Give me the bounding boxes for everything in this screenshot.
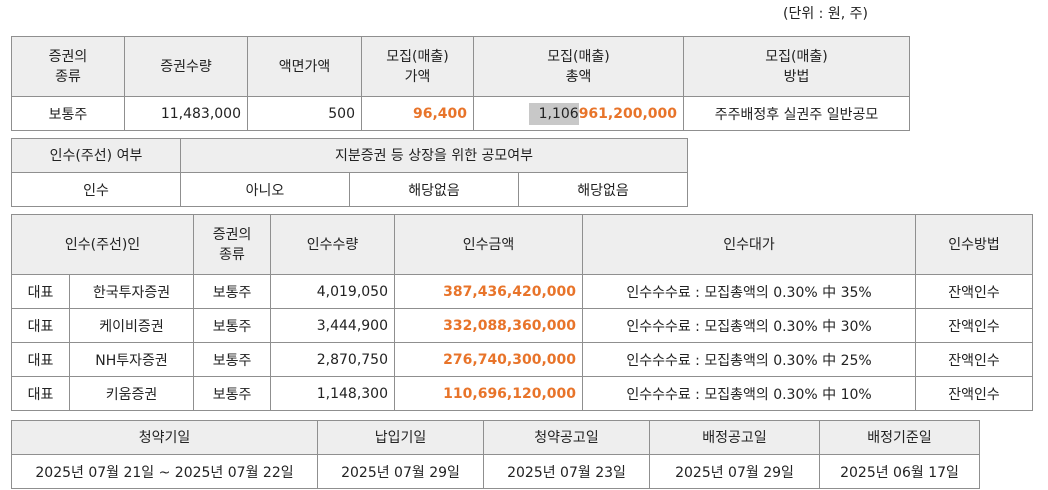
header-par-value: 액면가액: [247, 36, 362, 97]
offering-par-value: 500: [247, 96, 362, 131]
underwriter-type: 보통주: [193, 342, 272, 377]
header-type: 증권의 종류: [193, 214, 272, 275]
offering-total-rest: 961,200,000: [578, 105, 677, 122]
underwriter-amount: 110,696,120,000: [394, 376, 584, 411]
subscription-notice-date: 2025년 07월 23일: [483, 454, 650, 489]
not-applicable-1: 해당없음: [349, 172, 519, 207]
underwriter-name: 한국투자증권: [68, 274, 195, 309]
offering-method: 주주배정후 실권주 일반공모: [683, 96, 910, 131]
table-row: 대표 한국투자증권 보통주 4,019,050 387,436,420,000 …: [11, 274, 1034, 309]
underwriter-role: 대표: [11, 342, 70, 377]
header-underwrite-fee: 인수대가: [582, 214, 917, 275]
offering-total-highlight: 1,106: [528, 102, 579, 125]
table-row: 대표 키움증권 보통주 1,148,300 110,696,120,000 인수…: [11, 376, 1034, 411]
offering-quantity: 11,483,000: [124, 96, 248, 131]
underwriter-type: 보통주: [193, 308, 272, 343]
table-row: 대표 NH투자증권 보통주 2,870,750 276,740,300,000 …: [11, 342, 1034, 377]
underwriter-quantity: 2,870,750: [270, 342, 396, 377]
underwriter-method: 잔액인수: [915, 376, 1034, 411]
underwriter-role: 대표: [11, 308, 70, 343]
underwriter-name: 케이비증권: [68, 308, 195, 343]
header-underwriting-flag: 인수(주선) 여부: [11, 138, 181, 173]
offering-type: 보통주: [11, 96, 125, 131]
underwriter-role: 대표: [11, 376, 70, 411]
listing-offering-value: 아니오: [180, 172, 350, 207]
underwriters-table: 인수(주선)인 증권의 종류 인수수량 인수금액 인수대가 인수방법 대표 한국투…: [10, 214, 1034, 411]
allotment-record-date: 2025년 06월 17일: [819, 454, 980, 489]
table-row: 대표 케이비증권 보통주 3,444,900 332,088,360,000 인…: [11, 308, 1034, 343]
header-underwrite-quantity: 인수수량: [270, 214, 396, 275]
underwriter-amount: 332,088,360,000: [394, 308, 584, 343]
header-allotment-notice-date: 배정공고일: [649, 420, 820, 455]
header-subscription-notice-date: 청약공고일: [483, 420, 650, 455]
header-security-type: 증권의 종류: [11, 36, 125, 97]
payment-date: 2025년 07월 29일: [317, 454, 484, 489]
not-applicable-2: 해당없음: [518, 172, 688, 207]
header-underwrite-amount: 인수금액: [394, 214, 584, 275]
offering-price: 96,400: [361, 96, 474, 131]
subscription-date: 2025년 07월 21일 ~ 2025년 07월 22일: [11, 454, 318, 489]
header-underwriter: 인수(주선)인: [10, 214, 195, 275]
underwriter-quantity: 3,444,900: [270, 308, 396, 343]
underwriter-type: 보통주: [193, 376, 272, 411]
underwriter-quantity: 4,019,050: [270, 274, 396, 309]
underwriter-amount: 387,436,420,000: [394, 274, 584, 309]
underwriter-role: 대표: [11, 274, 70, 309]
underwriter-name: NH투자증권: [68, 342, 195, 377]
offering-table: 증권의 종류 증권수량 액면가액 모집(매출) 가액 모집(매출) 총액 모집(매출)…: [11, 36, 910, 131]
header-listing-offering: 지분증권 등 상장을 위한 공모여부: [180, 138, 688, 173]
header-offer-price: 모집(매출) 가액: [361, 36, 474, 97]
underwriter-amount: 276,740,300,000: [394, 342, 584, 377]
header-subscription-date: 청약기일: [11, 420, 318, 455]
underwriter-fee: 인수수수료 : 모집총액의 0.30% 中 35%: [582, 274, 917, 309]
underwriter-quantity: 1,148,300: [270, 376, 396, 411]
header-offer-method: 모집(매출) 방법: [683, 36, 910, 97]
header-underwrite-method: 인수방법: [915, 214, 1034, 275]
underwriter-type: 보통주: [193, 274, 272, 309]
underwriter-method: 잔액인수: [915, 274, 1034, 309]
underwriter-name: 키움증권: [68, 376, 195, 411]
underwriting-flag-value: 인수: [11, 172, 181, 207]
header-quantity: 증권수량: [124, 36, 248, 97]
underwriter-fee: 인수수수료 : 모집총액의 0.30% 中 25%: [582, 342, 917, 377]
header-allotment-record-date: 배정기준일: [819, 420, 980, 455]
header-payment-date: 납입기일: [317, 420, 484, 455]
allotment-notice-date: 2025년 07월 29일: [649, 454, 820, 489]
underwriter-fee: 인수수수료 : 모집총액의 0.30% 中 30%: [582, 308, 917, 343]
unit-note: (단위 : 원, 주): [783, 6, 868, 22]
underwriter-fee: 인수수수료 : 모집총액의 0.30% 中 10%: [582, 376, 917, 411]
underwriter-method: 잔액인수: [915, 308, 1034, 343]
header-offer-total: 모집(매출) 총액: [473, 36, 684, 97]
schedule-table: 청약기일 납입기일 청약공고일 배정공고일 배정기준일 2025년 07월 21…: [11, 420, 980, 489]
underwriting-status-table: 인수(주선) 여부 지분증권 등 상장을 위한 공모여부 인수 아니오 해당없음…: [11, 138, 688, 207]
underwriter-method: 잔액인수: [915, 342, 1034, 377]
offering-total: 1,106961,200,000: [473, 96, 684, 131]
